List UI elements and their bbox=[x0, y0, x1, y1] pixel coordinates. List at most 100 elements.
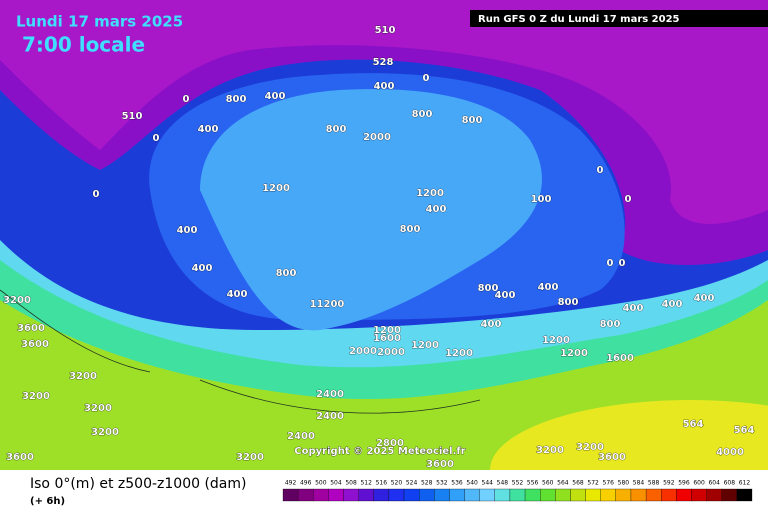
contour-label: 0 bbox=[183, 94, 190, 105]
contour-label: 1200 bbox=[411, 340, 439, 351]
colorbar-label: 600 bbox=[693, 480, 705, 487]
contour-label: 400 bbox=[623, 303, 644, 314]
contour-label: 3200 bbox=[576, 442, 604, 453]
contour-label: 800 bbox=[558, 297, 579, 308]
colorbar-swatch bbox=[630, 488, 647, 502]
colorbar-swatch bbox=[449, 488, 465, 502]
contour-label: 400 bbox=[495, 290, 516, 301]
contour-label: 400 bbox=[265, 91, 286, 102]
contour-label: 1600 bbox=[373, 333, 401, 344]
title: Lundi 17 mars 2025 bbox=[16, 13, 183, 31]
colorbar-label: 500 bbox=[315, 480, 327, 487]
colorbar-swatch bbox=[282, 488, 299, 502]
colorbar-swatch bbox=[721, 488, 738, 502]
contour-label: 528 bbox=[373, 57, 394, 68]
contour-label: 800 bbox=[226, 94, 247, 105]
colorbar-label: 508 bbox=[345, 480, 357, 487]
contour-label: 400 bbox=[192, 263, 213, 274]
colorbar-label: 524 bbox=[406, 480, 418, 487]
contour-label: 3600 bbox=[21, 339, 49, 350]
legend-title: Iso 0°(m) et z500-z1000 (dam) bbox=[30, 476, 247, 492]
subtitle: 7:00 locale bbox=[22, 33, 145, 57]
colorbar-swatch bbox=[509, 488, 526, 502]
colorbar-label: 576 bbox=[603, 480, 615, 487]
colorbar-label: 516 bbox=[376, 480, 388, 487]
colorbar-label: 492 bbox=[285, 480, 297, 487]
colorbar-label: 504 bbox=[330, 480, 342, 487]
colorbar-label: 608 bbox=[724, 480, 736, 487]
colorbar-swatch bbox=[600, 488, 616, 502]
colorbar: 492 496 500 504 508 512 516 520 524 528 532 536 540 5… bbox=[282, 480, 753, 502]
colorbar-label: 596 bbox=[678, 480, 690, 487]
contour-label: 3600 bbox=[598, 452, 626, 463]
colorbar-swatch bbox=[358, 488, 374, 502]
colorbar-swatch bbox=[403, 488, 420, 502]
colorbar-label: 540 bbox=[466, 480, 478, 487]
colorbar-label: 532 bbox=[436, 480, 448, 487]
contour-label: 0 bbox=[93, 189, 100, 200]
contour-label: 1600 bbox=[606, 353, 634, 364]
contour-label: 2400 bbox=[316, 389, 344, 400]
colorbar-label: 572 bbox=[587, 480, 599, 487]
contour-label: 800 bbox=[276, 268, 297, 279]
contour-label: 400 bbox=[481, 319, 502, 330]
colorbar-swatch bbox=[328, 488, 344, 502]
colorbar-swatch bbox=[676, 488, 692, 502]
colorbar-label: 548 bbox=[497, 480, 509, 487]
colorbar-swatch bbox=[661, 488, 677, 502]
contour-label: 3600 bbox=[17, 323, 45, 334]
contour-label: 800 bbox=[478, 283, 499, 294]
contour-label: 100 bbox=[531, 194, 552, 205]
colorbar-swatch bbox=[297, 488, 314, 502]
contour-label: 3200 bbox=[3, 295, 31, 306]
contour-label: 400 bbox=[177, 225, 198, 236]
contour-label: 0 bbox=[625, 194, 632, 205]
colorbar-swatch bbox=[343, 488, 359, 502]
contour-label: 3200 bbox=[536, 445, 564, 456]
contour-label: 1200 bbox=[560, 348, 588, 359]
contour-label: 2800 bbox=[376, 438, 404, 449]
contour-label: 800 bbox=[462, 115, 483, 126]
colorbar-label: 496 bbox=[300, 480, 312, 487]
colorbar-label: 588 bbox=[648, 480, 660, 487]
contour-label: 400 bbox=[662, 299, 683, 310]
colorbar-label: 552 bbox=[512, 480, 524, 487]
colorbar-swatch bbox=[419, 488, 435, 502]
contour-label: 2000 bbox=[363, 132, 391, 143]
contour-label: 1200 bbox=[542, 335, 570, 346]
colorbar-swatch bbox=[464, 488, 480, 502]
contour-label: 4000 bbox=[716, 447, 744, 458]
copyright: Copyright © 2025 Meteociel.fr bbox=[294, 446, 465, 457]
colorbar-label: 560 bbox=[542, 480, 554, 487]
contour-label: 510 bbox=[122, 111, 143, 122]
colorbar-swatch bbox=[570, 488, 586, 502]
colorbar-swatch bbox=[313, 488, 329, 502]
colorbar-label: 584 bbox=[633, 480, 645, 487]
colorbar-label: 564 bbox=[557, 480, 569, 487]
colorbar-label: 520 bbox=[391, 480, 403, 487]
contour-label: 3200 bbox=[22, 391, 50, 402]
colorbar-swatch bbox=[524, 488, 541, 502]
colorbar-label: 556 bbox=[527, 480, 539, 487]
colorbar-swatch bbox=[555, 488, 571, 502]
colorbar-swatch bbox=[540, 488, 556, 502]
contour-label: 3200 bbox=[69, 371, 97, 382]
contour-label: 510 bbox=[375, 25, 396, 36]
contour-label: 1200 bbox=[262, 183, 290, 194]
contour-label: 3200 bbox=[84, 403, 112, 414]
contour-label: 3200 bbox=[91, 427, 119, 438]
contour-label: 0 bbox=[597, 165, 604, 176]
contour-label: 2000 bbox=[349, 346, 377, 357]
contour-label: 800 bbox=[326, 124, 347, 135]
contour-label: 3200 bbox=[236, 452, 264, 463]
colorbar-label: 580 bbox=[618, 480, 630, 487]
colorbar-swatch bbox=[736, 488, 753, 502]
colorbar-swatch bbox=[479, 488, 495, 502]
contour-label: 400 bbox=[374, 81, 395, 92]
colorbar-label: 612 bbox=[739, 480, 751, 487]
colorbar-swatch bbox=[691, 488, 707, 502]
contour-label: 1200 bbox=[373, 325, 401, 336]
contour-label: 800 bbox=[412, 109, 433, 120]
